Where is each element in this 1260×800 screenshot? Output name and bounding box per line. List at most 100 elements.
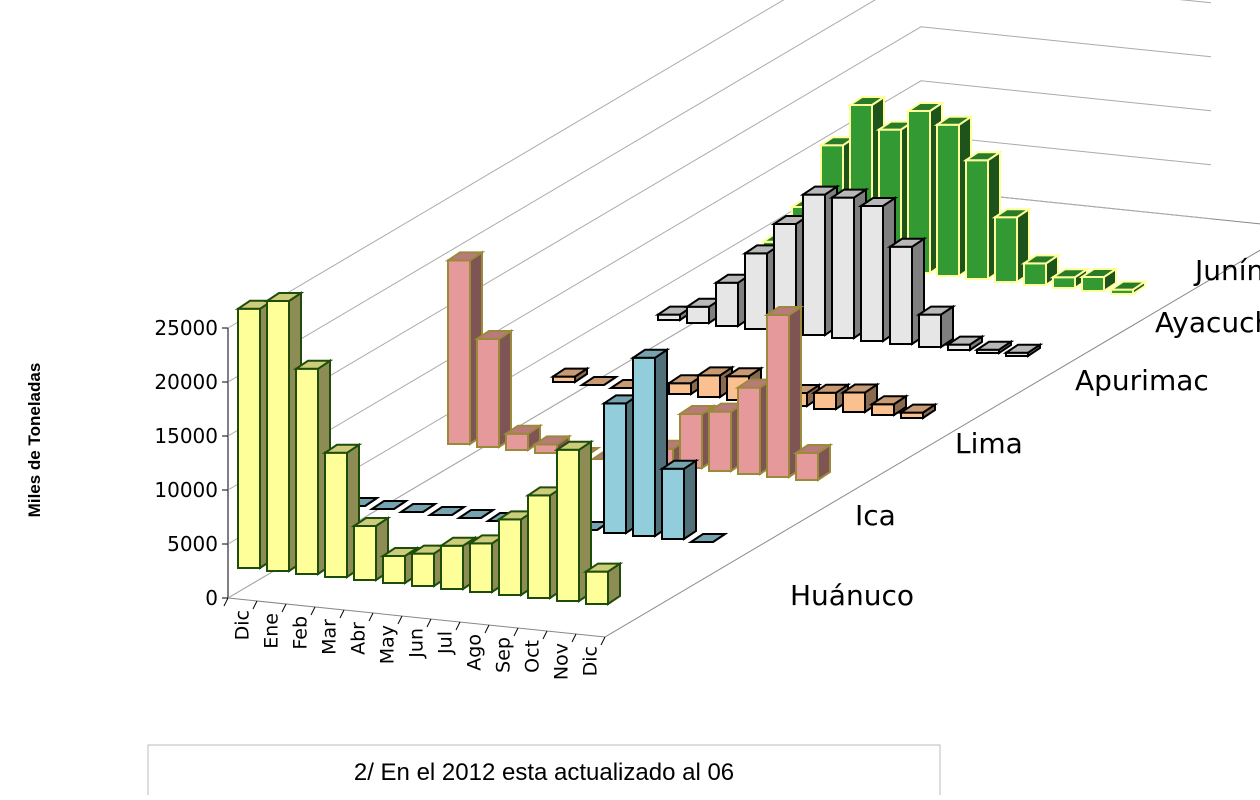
x-tick [484,624,490,634]
bar [1107,279,1149,296]
bar-top [792,444,834,454]
bar [973,339,1015,355]
x-tick [600,636,606,646]
bar-top [810,383,852,394]
bar-top [799,185,841,196]
bar-top [629,348,671,359]
bar-top [1107,280,1149,291]
series-label: Junín [1193,254,1260,287]
x-tick-label: Abr [348,622,370,655]
bar-front [831,196,855,339]
bar [991,207,1033,284]
series-label: Huánuco [790,579,914,612]
x-tick-label: Oct [522,640,544,673]
grid-line [227,0,785,329]
bar-top [828,188,870,199]
bar-front [715,281,739,327]
bar-top [292,359,334,370]
bar [1078,267,1120,293]
bar-top [379,547,421,557]
bar-front [505,432,529,451]
bar [582,561,624,606]
bar-top [368,500,410,510]
bar-front [766,314,790,478]
bar-front [697,374,721,398]
bar-front [469,542,493,593]
x-tick [310,606,316,616]
bar-top [321,443,363,454]
bar [676,404,718,470]
bar-front [498,518,522,596]
bar-top [1020,254,1062,265]
bar [553,439,595,603]
bar-front [889,245,913,345]
bar-top [350,517,392,527]
x-tick-label: Feb [290,616,312,650]
bar-top [1002,343,1044,354]
bar-top [263,292,305,302]
bar-front [936,123,960,277]
x-tick-label: Jun [406,628,428,659]
bar-front [1052,276,1076,289]
bar-front [802,193,826,336]
bar-top [857,197,899,207]
bar-front [965,159,989,280]
x-tick [281,603,287,613]
bar-top [904,102,946,112]
bar-front [871,403,895,416]
bar [368,500,410,510]
bar-top [455,509,497,519]
bar-front [737,386,761,475]
x-tick-label: Dic [580,646,602,676]
x-tick [542,630,548,640]
bar [397,503,439,513]
bar-top [582,562,624,573]
bar [1002,342,1044,358]
bar-front [686,305,710,324]
x-tick [426,618,432,628]
bar-front [813,391,837,410]
bar-top [915,305,957,316]
bar-front [918,313,942,348]
y-tick-label: 25000 [154,316,218,340]
x-tick-label: Mar [319,619,341,655]
bar-top [676,405,718,415]
bar [915,304,957,349]
y-tick-label: 10000 [154,478,218,502]
bar [792,443,834,482]
x-tick-label: Ago [464,634,486,671]
bar-front [744,252,768,330]
bar-front [266,300,290,572]
x-tick [339,609,345,619]
bar-top [962,151,1004,162]
bar-top [897,403,939,414]
bar-front [668,382,692,395]
bar-front [661,467,685,540]
grid-line [227,0,1212,383]
bar-top [933,115,975,126]
bar-front [1023,262,1047,286]
bar-top [553,440,595,451]
x-tick [368,612,374,622]
bar-front [708,410,732,472]
bar-front [476,338,500,448]
x-tick-label: May [377,625,399,664]
bar [473,329,515,449]
bar-front [382,555,406,584]
bar-top [944,335,986,346]
bar-top [694,366,736,377]
bar-front [440,544,464,590]
x-tick-label: Jul [435,631,457,655]
bar-top [839,383,881,394]
bar [687,533,729,543]
bar-top [723,367,765,378]
bar [897,402,939,420]
y-tick-label: 5000 [167,532,218,556]
x-tick-label: Ene [261,613,283,649]
bar-front [353,525,377,581]
note: 2/ En el 2012 esta actualizado al 06 [354,759,734,786]
bar-top [1078,267,1120,278]
bar-top [502,424,544,435]
x-tick-label: Nov [551,643,573,680]
bar-top [578,376,620,386]
